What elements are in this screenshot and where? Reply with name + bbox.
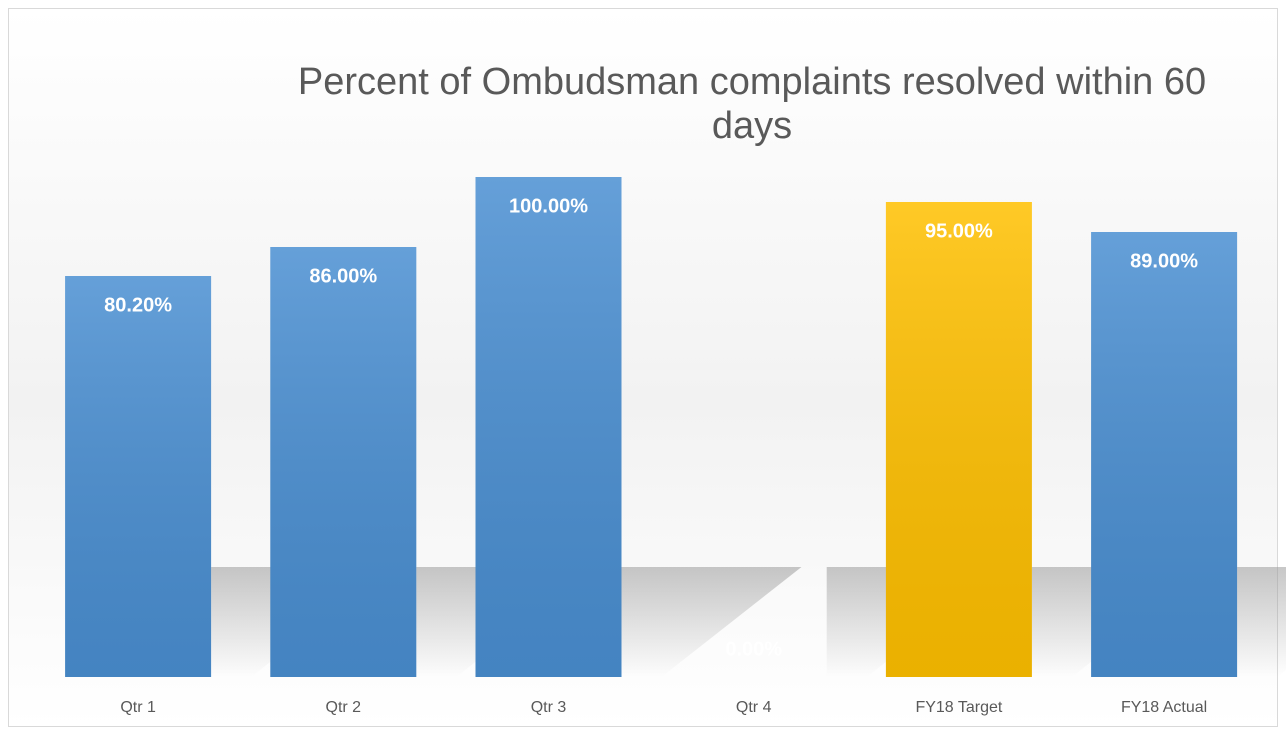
bar-shadow — [1237, 567, 1286, 677]
data-label: 0.00% — [725, 638, 782, 660]
data-label: 89.00% — [1130, 250, 1198, 272]
x-tick-label: Qtr 4 — [736, 699, 772, 716]
bar-shadow — [621, 567, 802, 677]
chart-title: Percent of Ombudsman complaints resolved… — [297, 61, 1207, 147]
bar-sheen — [65, 276, 212, 677]
bar-sheen — [1091, 232, 1238, 677]
x-tick-label: Qtr 1 — [120, 699, 156, 716]
x-tick-label: Qtr 2 — [326, 699, 362, 716]
x-tick-label: FY18 Actual — [1121, 699, 1207, 716]
data-label: 86.00% — [309, 265, 377, 287]
x-tick-label: Qtr 3 — [531, 699, 567, 716]
data-label: 100.00% — [509, 195, 588, 217]
data-label: 80.20% — [104, 294, 172, 316]
x-tick-label: FY18 Target — [915, 699, 1002, 716]
bar-sheen — [270, 247, 417, 677]
bar-sheen — [475, 177, 622, 677]
bar-sheen — [885, 202, 1032, 677]
data-label: 95.00% — [925, 220, 993, 242]
